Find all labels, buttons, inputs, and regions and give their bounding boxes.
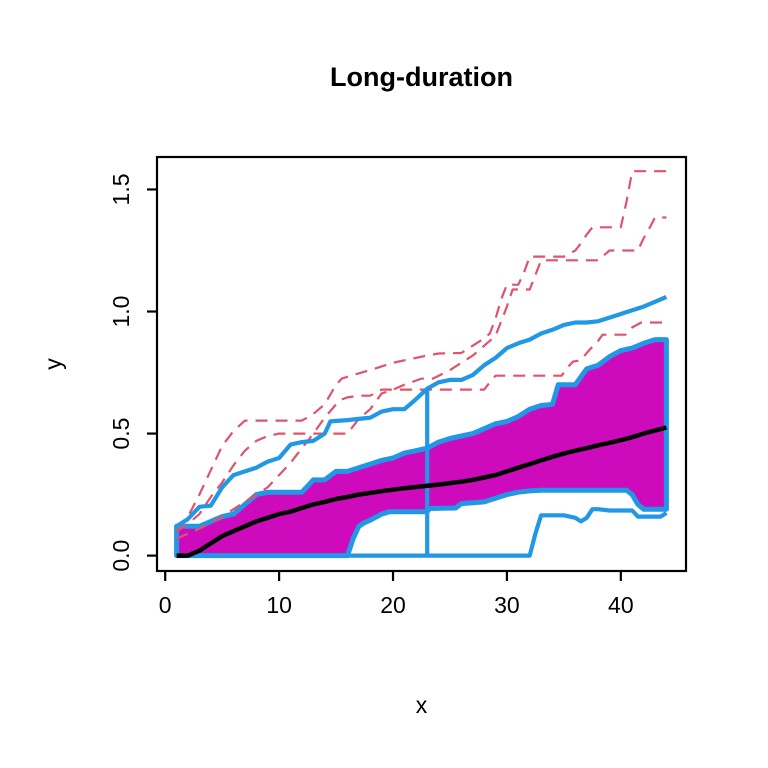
lower-fence	[176, 507, 668, 558]
y-axis-label: y	[40, 358, 66, 370]
outlier-curve-2	[176, 216, 667, 533]
y-tick-label: 1.0	[108, 296, 134, 328]
chart-title: Long-duration	[330, 62, 513, 92]
central-region	[174, 337, 669, 559]
y-tick-label: 0.0	[108, 540, 134, 572]
x-tick-label: 0	[159, 592, 172, 618]
y-tick-label: 0.5	[108, 418, 134, 450]
median-curve	[176, 425, 667, 558]
outlier-curve-1	[175, 170, 667, 530]
x-axis-label: x	[415, 692, 428, 718]
x-tick-label: 30	[494, 592, 520, 618]
plot-box	[155, 155, 688, 573]
upper-fence	[175, 294, 668, 529]
x-tick-label: 40	[608, 592, 634, 618]
y-tick-label: 1.5	[108, 173, 134, 205]
x-tick-label: 20	[380, 592, 406, 618]
x-tick-label: 10	[266, 592, 292, 618]
